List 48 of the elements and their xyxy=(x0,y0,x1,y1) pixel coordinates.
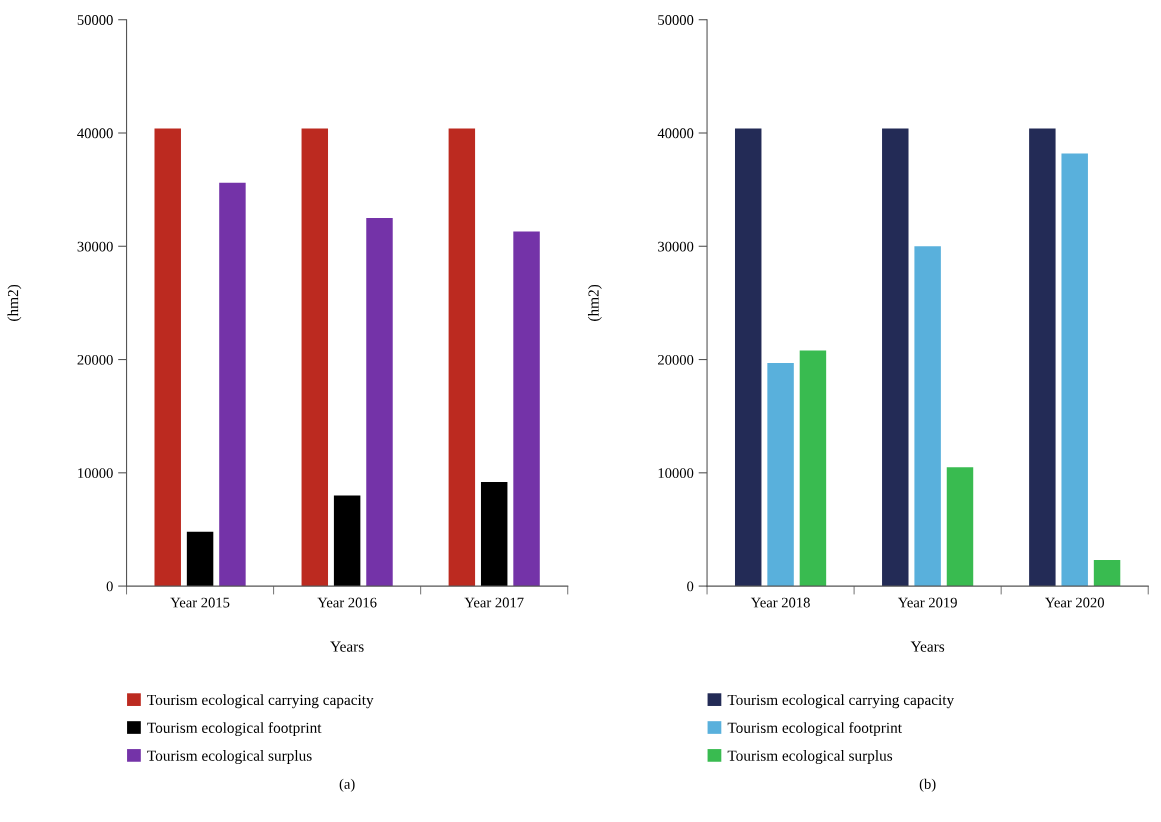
x-tick-label: Year 2020 xyxy=(1045,597,1104,608)
bar xyxy=(480,481,508,587)
y-tick-label: 20000 xyxy=(658,354,694,365)
legend-label: Tourism ecological carrying capacity xyxy=(727,694,955,709)
x-tick-label: Year 2016 xyxy=(317,597,377,608)
y-tick-label: 0 xyxy=(687,581,694,592)
bar xyxy=(448,128,476,587)
bar xyxy=(734,128,762,587)
y-tick-label: 20000 xyxy=(77,354,113,365)
bar xyxy=(946,467,974,587)
y-tick-label: 50000 xyxy=(658,15,694,25)
x-tick-label: Year 2017 xyxy=(464,597,524,608)
y-tick-label: 0 xyxy=(106,581,113,592)
bar xyxy=(186,531,214,587)
bar xyxy=(366,217,393,587)
y-tick-label: 40000 xyxy=(77,128,113,139)
bar xyxy=(914,246,941,587)
legend-label: Tourism ecological footprint xyxy=(727,722,902,737)
text: (a) xyxy=(339,778,355,792)
legend-label: Tourism ecological surplus xyxy=(147,750,312,764)
bar xyxy=(799,350,827,587)
bar xyxy=(1061,153,1088,587)
legend-label: Tourism ecological footprint xyxy=(147,722,322,737)
y-tick-label: 10000 xyxy=(658,468,694,479)
bar xyxy=(513,231,540,587)
x-axis-title: Years xyxy=(330,641,364,652)
legend-label: Tourism ecological carrying capacity xyxy=(147,694,374,709)
bar xyxy=(767,362,794,587)
bar xyxy=(219,182,246,587)
bar xyxy=(1029,128,1056,587)
y-axis-title: (hm2) xyxy=(587,284,602,321)
y-tick-label: 30000 xyxy=(77,241,113,252)
y-tick-label: 30000 xyxy=(658,241,694,252)
legend-label: Tourism ecological surplus xyxy=(727,750,893,764)
y-tick-label: 10000 xyxy=(78,468,113,479)
x-axis-title: Years xyxy=(910,641,945,652)
bar xyxy=(301,128,329,587)
bar xyxy=(882,128,909,587)
x-tick-label: Year 2018 xyxy=(750,597,810,608)
bar xyxy=(333,495,361,587)
y-tick-label: 40000 xyxy=(657,128,694,139)
bar xyxy=(1093,560,1121,587)
x-tick-label: Year 2019 xyxy=(897,597,957,608)
y-axis-title: (hm2) xyxy=(7,284,22,321)
y-tick-label: 50000 xyxy=(77,15,113,25)
x-tick-label: Year 2015 xyxy=(170,597,230,608)
bar xyxy=(154,128,181,587)
text: (b) xyxy=(919,778,936,792)
